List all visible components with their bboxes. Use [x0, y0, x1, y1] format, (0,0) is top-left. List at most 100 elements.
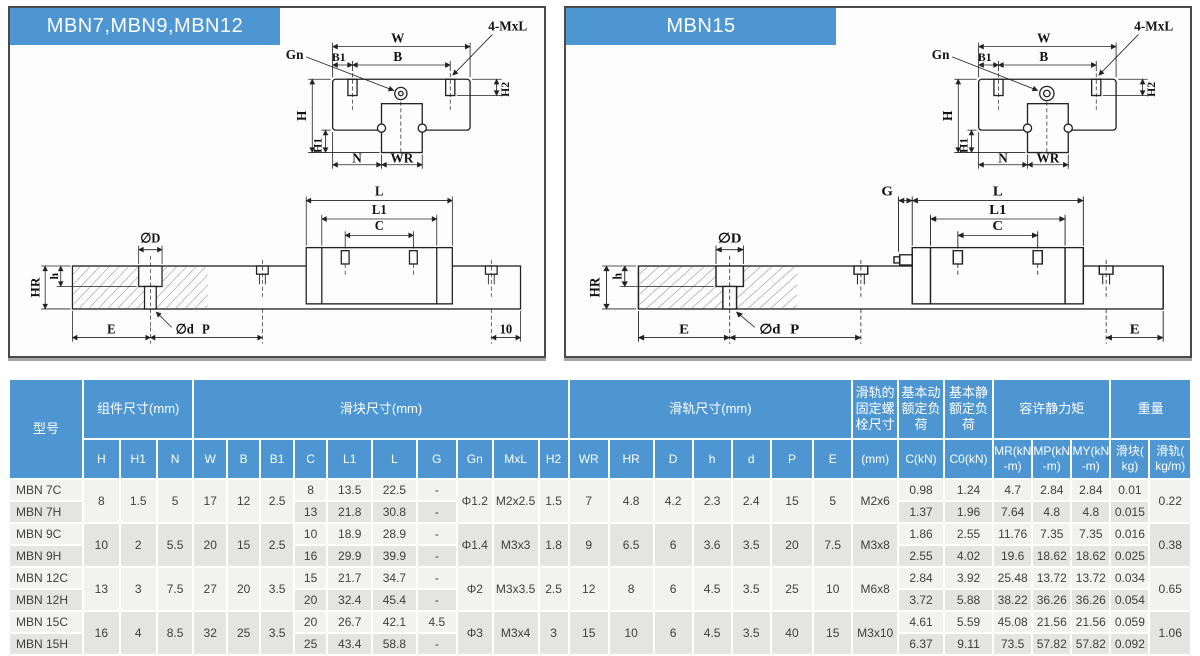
table-cell: 7.35: [1033, 524, 1071, 544]
dim-label-B: B: [393, 49, 402, 64]
table-cell: 2.84: [1033, 480, 1071, 500]
column-header-H1: H1: [120, 440, 156, 478]
dim-label-E: E: [679, 322, 689, 337]
dim-label-end: E: [1130, 322, 1140, 337]
table-cell: 45.4: [373, 590, 416, 610]
dim-label-H: H: [940, 110, 955, 121]
column-header-d: d: [732, 440, 770, 478]
table-cell: 15: [294, 568, 327, 588]
table-cell: 15: [814, 612, 852, 654]
rail-weight-cell: 0.38: [1150, 524, 1190, 566]
dim-label-H2: H2: [499, 82, 512, 97]
table-cell: 2.5: [261, 524, 293, 566]
dim-label-L: L: [993, 184, 1003, 199]
table-cell: 12: [569, 568, 608, 610]
table-cell: 20: [194, 524, 226, 566]
table-cell: M3x3: [493, 524, 538, 566]
table-cell: 6.37: [899, 634, 943, 654]
table-cell: 4.5: [693, 568, 731, 610]
model-cell: MBN 15C: [10, 612, 82, 632]
column-header-CkN: C(kN): [899, 440, 943, 478]
column-header-Gn: Gn: [457, 440, 492, 478]
table-cell: 30.8: [373, 502, 416, 522]
table-cell: 10: [294, 524, 327, 544]
table-cell: 32.4: [328, 590, 372, 610]
table-cell: 17: [194, 480, 226, 522]
table-cell: M6x8: [853, 568, 898, 610]
table-cell: 0.054: [1111, 590, 1149, 610]
dim-label-N: N: [998, 151, 1008, 166]
table-cell: 10: [83, 524, 119, 566]
table-cell: 7.5: [814, 524, 852, 566]
model-cell: MBN 9H: [10, 546, 82, 566]
table-cell: 13.5: [328, 480, 372, 500]
table-cell: 2.3: [693, 480, 731, 522]
dim-label-L1: L1: [989, 203, 1006, 218]
dim-label-bolt: 4-MxL: [1134, 18, 1173, 33]
table-row: MBN 12H 20 32.4 45.4-3.72 5.88 38.22 36.26 36.2…: [10, 590, 1190, 610]
table-cell: 4.8: [1072, 502, 1110, 522]
dim-label-B1: B1: [978, 51, 992, 64]
group-header-static-load: 基本静 额定负 荷: [944, 380, 993, 438]
column-header-N: N: [157, 440, 193, 478]
cross-section-drawing: W B B1 Gn 4-MxL H H1 H2 N WR: [286, 18, 527, 169]
table-cell: 9.11: [944, 634, 993, 654]
table-cell: 5: [157, 480, 193, 522]
column-header-model: 型号: [10, 380, 82, 478]
table-cell: 4.61: [899, 612, 943, 632]
table-cell: 5.5: [157, 524, 193, 566]
table-cell: 57.82: [1033, 634, 1071, 654]
dim-label-G: G: [881, 184, 893, 199]
side-view-drawing: L L1 C ∅D ∅d HR h E P 10: [28, 183, 522, 344]
table-cell: 4.8: [1033, 502, 1071, 522]
column-header-E: E: [814, 440, 852, 478]
column-header-MY: MY(kN -m): [1072, 440, 1110, 478]
table-cell: 0.016: [1111, 524, 1149, 544]
table-cell: 1.8: [539, 524, 568, 566]
table-cell: 6.5: [609, 524, 653, 566]
column-header-block-kg: 滑块( kg): [1111, 440, 1149, 478]
model-cell: MBN 15H: [10, 634, 82, 654]
column-header-MxL: MxL: [493, 440, 538, 478]
group-header-rail-bolt: 滑轨的 固定螺 栓尺寸: [853, 380, 898, 438]
table-group-header-row: 型号 组件尺寸(mm) 滑块尺寸(mm) 滑轨尺寸(mm) 滑轨的 固定螺 栓尺…: [10, 380, 1190, 478]
table-cell: 38.22: [994, 590, 1032, 610]
panel-mbn15: MBN15: [564, 6, 1192, 358]
table-cell: 73.5: [994, 634, 1032, 654]
dim-label-HR: HR: [587, 277, 604, 298]
dim-label-dd: ∅d: [176, 321, 195, 336]
table-cell: 20: [294, 590, 327, 610]
rail-weight-cell: 1.06: [1150, 612, 1190, 654]
table-cell: M3x8: [853, 524, 898, 566]
table-cell: M2x6: [853, 480, 898, 522]
table-cell: 8: [294, 480, 327, 500]
table-cell: 25: [294, 634, 327, 654]
table-cell: 0.059: [1111, 612, 1149, 632]
dim-label-B: B: [1039, 49, 1048, 64]
table-cell: 13: [83, 568, 119, 610]
dim-label-H1: H1: [311, 138, 324, 153]
table-cell: 25.48: [994, 568, 1032, 588]
table-cell: 57.82: [1072, 634, 1110, 654]
table-cell: 26.7: [328, 612, 372, 632]
column-header-G: G: [417, 440, 456, 478]
table-cell: 15: [569, 612, 608, 654]
table-cell: 5.59: [944, 612, 993, 632]
table-cell: 12: [227, 480, 260, 522]
table-cell: Φ2: [457, 568, 492, 610]
table-cell: Φ1.4: [457, 524, 492, 566]
rail-weight-cell: 0.22: [1150, 480, 1190, 522]
table-cell: 1.24: [944, 480, 993, 500]
table-cell: 6: [654, 612, 692, 654]
table-cell: 0.092: [1111, 634, 1149, 654]
table-cell: M3x4: [493, 612, 538, 654]
table-cell: 25: [771, 568, 813, 610]
column-header-L: L: [373, 440, 416, 478]
table-cell: 39.9: [373, 546, 416, 566]
dim-label-W: W: [391, 31, 405, 46]
table-cell: 22.5: [373, 480, 416, 500]
table-cell: 2.55: [944, 524, 993, 544]
model-cell: MBN 12H: [10, 590, 82, 610]
table-cell: 40: [771, 612, 813, 654]
table-cell: 16: [83, 612, 119, 654]
